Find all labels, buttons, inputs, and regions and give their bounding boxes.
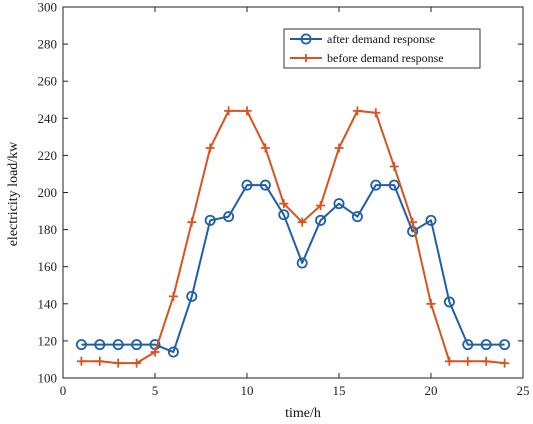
data-point-circle	[425, 214, 437, 226]
data-point-plus	[463, 356, 473, 366]
data-point-plus	[334, 143, 344, 153]
data-point-plus	[481, 356, 491, 366]
x-tick-label: 10	[241, 383, 254, 398]
data-point-circle	[259, 179, 271, 191]
data-point-circle	[278, 209, 290, 221]
x-tick-label: 5	[152, 383, 159, 398]
data-point-circle	[75, 339, 87, 351]
data-point-circle	[351, 211, 363, 223]
y-tick-label: 260	[38, 74, 58, 89]
series-line-before-demand-response	[81, 109, 505, 365]
y-axis-label: electricity load/kw	[6, 141, 21, 246]
data-point-circle	[443, 296, 455, 308]
data-point-circle	[167, 346, 179, 358]
legend-marker-circle	[300, 33, 312, 45]
data-point-plus	[352, 106, 362, 116]
series-before-demand-response	[76, 106, 510, 368]
data-point-plus	[408, 217, 418, 227]
y-tick-label: 120	[38, 333, 58, 348]
x-axis-label: time/h	[285, 406, 321, 421]
data-point-plus	[242, 106, 252, 116]
data-point-circle	[94, 339, 106, 351]
data-point-plus	[113, 358, 123, 368]
data-point-plus	[444, 356, 454, 366]
data-point-circle	[388, 179, 400, 191]
data-point-circle	[204, 214, 216, 226]
y-tick-label: 180	[38, 222, 58, 237]
x-tick-label: 15	[333, 383, 346, 398]
data-point-plus	[132, 358, 142, 368]
data-point-plus	[224, 106, 234, 116]
y-tick-label: 160	[38, 259, 58, 274]
series-line-after-demand-response	[81, 184, 505, 354]
data-point-circle	[333, 198, 345, 210]
y-tick-label: 220	[38, 148, 58, 163]
y-tick-label: 100	[38, 371, 58, 386]
data-point-circle	[499, 339, 511, 351]
data-point-circle	[241, 179, 253, 191]
legend-box	[283, 28, 481, 69]
y-tick-label: 140	[38, 296, 58, 311]
data-point-plus	[95, 356, 105, 366]
data-point-circle	[480, 339, 492, 351]
data-point-plus	[205, 143, 215, 153]
data-point-plus	[297, 217, 307, 227]
series-after-demand-response	[75, 179, 511, 358]
data-point-plus	[187, 217, 197, 227]
data-point-plus	[500, 358, 510, 368]
data-point-plus	[426, 299, 436, 309]
x-axis-ticks: 0 5 10 15 20 25	[60, 7, 530, 398]
data-point-circle	[370, 179, 382, 191]
x-tick-label: 0	[60, 383, 67, 398]
data-point-plus	[150, 347, 160, 357]
data-point-plus	[316, 200, 326, 210]
y-tick-label: 200	[38, 185, 58, 200]
data-point-plus	[371, 108, 381, 118]
legend-marker-plus	[302, 54, 310, 62]
data-point-plus	[389, 162, 399, 172]
data-point-circle	[112, 339, 124, 351]
data-point-circle	[315, 214, 327, 226]
data-point-circle	[407, 225, 419, 237]
data-point-circle	[131, 339, 143, 351]
data-point-circle	[296, 257, 308, 269]
y-tick-label: 280	[38, 37, 58, 52]
data-point-circle	[223, 211, 235, 223]
y-tick-label: 300	[38, 0, 58, 15]
y-tick-label: 240	[38, 111, 58, 126]
data-point-plus	[76, 356, 86, 366]
data-point-plus	[168, 291, 178, 301]
y-axis-ticks: 100 120 140 160 180 200 220 240 260 280 300	[38, 0, 523, 386]
x-tick-label: 20	[425, 383, 438, 398]
legend-label-before-demand-response: before demand response	[327, 51, 444, 65]
data-point-circle	[462, 339, 474, 351]
series-layer	[75, 106, 511, 368]
data-point-circle	[186, 290, 198, 302]
data-point-plus	[260, 143, 270, 153]
legend-label-after-demand-response: after demand response	[327, 32, 435, 46]
x-tick-label: 25	[517, 383, 530, 398]
data-point-plus	[279, 199, 289, 209]
legend: after demand response before demand resp…	[283, 28, 481, 69]
